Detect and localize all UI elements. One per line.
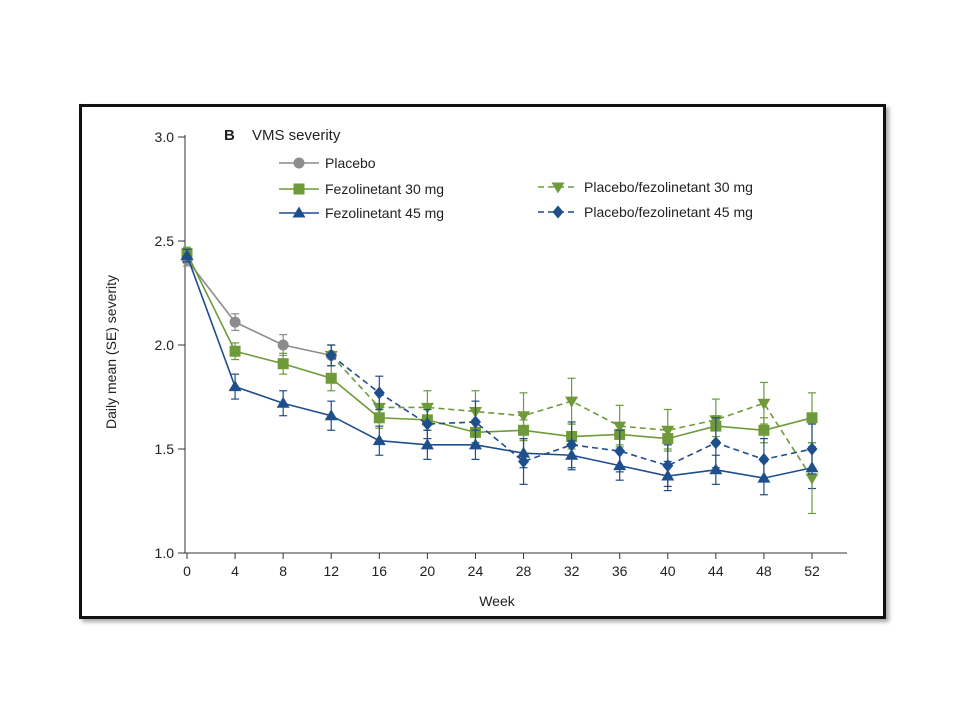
- legend-entry: Fezolinetant 45 mg: [279, 205, 444, 221]
- series-layer: [180, 246, 819, 515]
- data-point: [373, 386, 385, 400]
- data-point: [613, 421, 627, 433]
- series-0: [181, 252, 337, 367]
- data-point: [565, 396, 579, 408]
- y-tick-label: 1.0: [155, 545, 175, 561]
- legend: Placebo Fezolinetant 30 mg Fezolinetant 45…: [279, 155, 753, 221]
- data-point: [372, 434, 386, 446]
- x-tick-label: 4: [231, 563, 239, 579]
- y-tick-label: 3.0: [155, 129, 175, 145]
- data-point: [277, 339, 289, 351]
- data-point: [420, 402, 434, 414]
- data-point: [228, 380, 242, 392]
- x-axis-label: Week: [479, 593, 516, 609]
- legend-entry: Fezolinetant 30 mg: [279, 181, 444, 197]
- x-tick-label: 44: [708, 563, 724, 579]
- series-line: [186, 253, 813, 440]
- x-tick-label: 16: [372, 563, 388, 579]
- legend-label: Placebo: [325, 155, 376, 171]
- data-point: [421, 417, 433, 431]
- x-tick-label: 12: [323, 563, 339, 579]
- x-tick-label: 40: [660, 563, 676, 579]
- legend-marker: [292, 206, 306, 218]
- legend-entry: Placebo/fezolinetant 45 mg: [538, 204, 753, 220]
- data-point: [806, 442, 818, 456]
- data-point: [661, 425, 675, 437]
- legend-label: Placebo/fezolinetant 30 mg: [584, 179, 753, 195]
- data-point: [709, 463, 723, 475]
- data-point: [277, 358, 289, 370]
- data-point: [757, 398, 771, 410]
- data-point: [324, 409, 338, 421]
- series-1: [181, 246, 818, 450]
- x-tick-label: 20: [420, 563, 436, 579]
- tick-labels: 1.01.52.02.53.00 4 8 12 16 20 24 28 32 36 40 44 48 52: [155, 129, 820, 579]
- chart-title: VMS severity: [252, 127, 341, 144]
- data-point: [566, 438, 578, 452]
- x-tick-label: 36: [612, 563, 628, 579]
- data-point: [758, 452, 770, 466]
- legend-marker: [293, 183, 305, 195]
- data-point: [420, 438, 434, 450]
- data-point: [518, 454, 530, 468]
- legend-marker: [551, 182, 565, 194]
- data-point: [325, 372, 337, 384]
- data-point: [710, 436, 722, 450]
- chart-frame: 1.0 1.5 2.0 2.5 3.0 0 4 8 12 16 20 24 28 32 36 40 44 48 52…: [79, 104, 886, 619]
- data-point: [469, 415, 481, 429]
- x-tick-label: 52: [804, 563, 820, 579]
- x-tick-label: 24: [468, 563, 484, 579]
- data-point: [229, 345, 241, 357]
- panel-letter: B: [224, 127, 235, 144]
- data-point: [805, 473, 819, 485]
- series-2: [180, 248, 819, 496]
- series-4: [325, 344, 818, 488]
- data-point: [806, 412, 818, 424]
- data-point: [276, 396, 290, 408]
- x-tick-label: 0: [183, 563, 191, 579]
- axes: [178, 135, 847, 559]
- data-point: [180, 249, 194, 261]
- series-line: [186, 259, 332, 357]
- y-tick-label: 1.5: [155, 441, 175, 457]
- x-tick-label: 28: [516, 563, 532, 579]
- legend-entry: Placebo: [279, 155, 376, 171]
- y-tick-label: 2.5: [155, 233, 175, 249]
- legend-label: Fezolinetant 45 mg: [325, 205, 444, 221]
- data-point: [229, 316, 241, 328]
- data-point: [662, 459, 674, 473]
- legend-marker: [552, 205, 564, 219]
- legend-entry: Placebo/fezolinetant 30 mg: [538, 179, 753, 195]
- series-line: [186, 255, 813, 479]
- y-tick-label: 2.0: [155, 337, 175, 353]
- legend-label: Placebo/fezolinetant 45 mg: [584, 204, 753, 220]
- data-point: [468, 438, 482, 450]
- legend-marker: [293, 157, 305, 169]
- x-tick-label: 48: [756, 563, 772, 579]
- data-point: [614, 444, 626, 458]
- data-point: [325, 348, 337, 362]
- x-tick-label: 32: [564, 563, 580, 579]
- legend-label: Fezolinetant 30 mg: [325, 181, 444, 197]
- line-chart: 1.01.52.02.53.00 4 8 12 16 20 24 28 32 36 40 44 48 52…: [103, 127, 847, 609]
- x-tick-label: 8: [279, 563, 287, 579]
- data-point: [758, 424, 770, 436]
- data-point: [517, 411, 531, 423]
- y-axis-label: Daily mean (SE) severity: [103, 275, 119, 429]
